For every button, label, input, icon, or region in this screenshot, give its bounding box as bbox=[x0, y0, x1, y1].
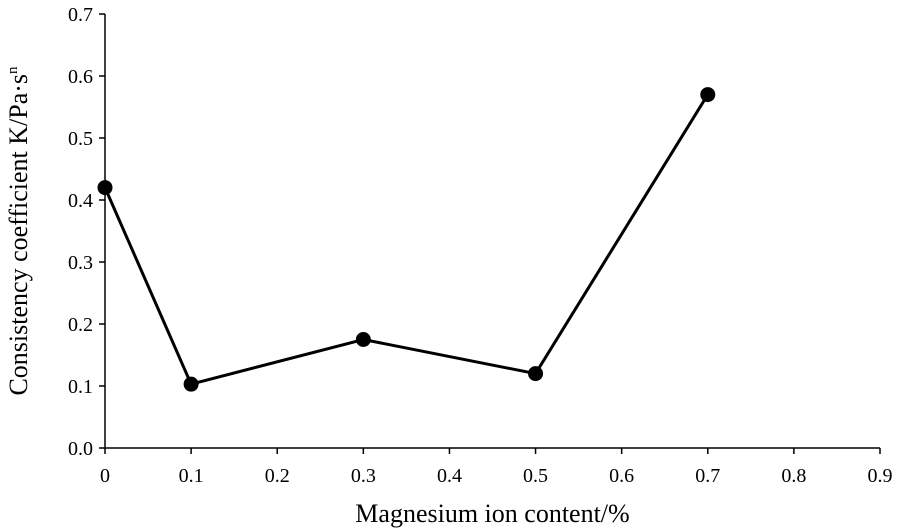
x-axis-ticks: 0 0.1 0.2 0.3 0.4 0.5 0.6 0.7 0.8 0.9 bbox=[100, 448, 893, 487]
x-tick-label: 0.6 bbox=[609, 465, 634, 487]
data-point bbox=[700, 87, 716, 103]
x-tick-label: 0.8 bbox=[781, 465, 806, 487]
x-tick-label: 0.9 bbox=[868, 465, 893, 487]
y-tick-label: 0.3 bbox=[68, 252, 93, 274]
y-tick-label: 0.7 bbox=[68, 4, 93, 26]
y-axis-title: Consistency coefficient K/Pa·sn bbox=[4, 66, 33, 396]
y-tick-label: 0.4 bbox=[68, 190, 93, 212]
y-tick-label: 0.6 bbox=[68, 66, 93, 88]
data-point bbox=[183, 376, 199, 392]
x-tick-label: 0.2 bbox=[265, 465, 290, 487]
y-tick-label: 0.1 bbox=[68, 376, 93, 398]
series-group bbox=[97, 87, 716, 392]
x-tick-label: 0.3 bbox=[351, 465, 376, 487]
x-tick-label: 0 bbox=[100, 465, 110, 487]
y-tick-label: 0.2 bbox=[68, 314, 93, 336]
x-tick-label: 0.1 bbox=[179, 465, 204, 487]
x-tick-label: 0.4 bbox=[437, 465, 462, 487]
x-axis-title: Magnesium ion content/% bbox=[355, 499, 629, 528]
y-axis-ticks: 0.0 0.1 0.2 0.3 0.4 0.5 0.6 0.7 bbox=[68, 4, 105, 460]
y-tick-label: 0.5 bbox=[68, 128, 93, 150]
y-axis-title-main: Consistency coefficient K/Pa·s bbox=[4, 74, 33, 396]
data-point bbox=[528, 366, 544, 382]
x-tick-label: 0.7 bbox=[695, 465, 720, 487]
data-point bbox=[355, 332, 371, 347]
y-axis-title-superscript: n bbox=[5, 66, 21, 74]
data-point bbox=[97, 180, 113, 196]
x-tick-label: 0.5 bbox=[523, 465, 548, 487]
series-line bbox=[103, 93, 710, 386]
y-tick-label: 0.0 bbox=[68, 438, 93, 460]
